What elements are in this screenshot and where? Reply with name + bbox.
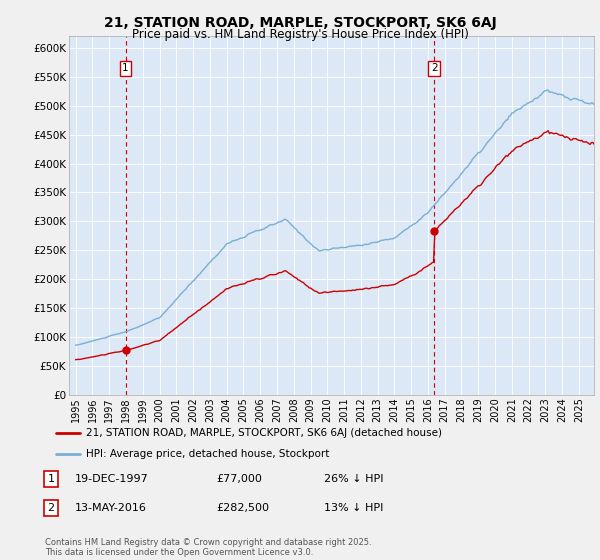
Text: 21, STATION ROAD, MARPLE, STOCKPORT, SK6 6AJ: 21, STATION ROAD, MARPLE, STOCKPORT, SK6… bbox=[104, 16, 496, 30]
Text: 1: 1 bbox=[122, 63, 129, 73]
Text: Price paid vs. HM Land Registry's House Price Index (HPI): Price paid vs. HM Land Registry's House … bbox=[131, 28, 469, 41]
Text: 1: 1 bbox=[47, 474, 55, 484]
Text: £77,000: £77,000 bbox=[216, 474, 262, 484]
Text: 26% ↓ HPI: 26% ↓ HPI bbox=[324, 474, 383, 484]
Text: 2: 2 bbox=[431, 63, 437, 73]
Text: 2: 2 bbox=[47, 503, 55, 513]
Text: HPI: Average price, detached house, Stockport: HPI: Average price, detached house, Stoc… bbox=[86, 449, 329, 459]
Text: £282,500: £282,500 bbox=[216, 503, 269, 513]
Text: 13% ↓ HPI: 13% ↓ HPI bbox=[324, 503, 383, 513]
Text: 19-DEC-1997: 19-DEC-1997 bbox=[75, 474, 149, 484]
Text: Contains HM Land Registry data © Crown copyright and database right 2025.
This d: Contains HM Land Registry data © Crown c… bbox=[45, 538, 371, 557]
Text: 21, STATION ROAD, MARPLE, STOCKPORT, SK6 6AJ (detached house): 21, STATION ROAD, MARPLE, STOCKPORT, SK6… bbox=[86, 428, 442, 438]
Text: 13-MAY-2016: 13-MAY-2016 bbox=[75, 503, 147, 513]
